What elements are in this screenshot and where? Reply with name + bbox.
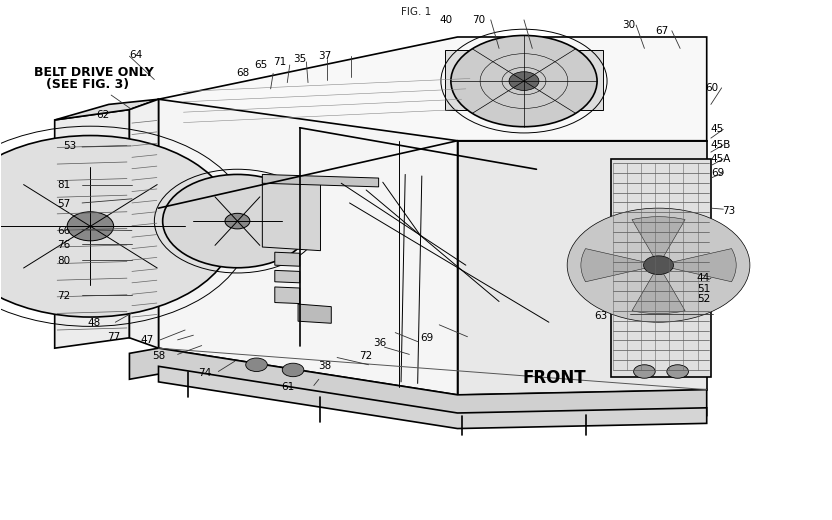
Polygon shape	[275, 252, 300, 266]
Circle shape	[644, 256, 673, 275]
Text: 69: 69	[711, 168, 724, 178]
Polygon shape	[130, 348, 706, 421]
Text: 61: 61	[281, 382, 295, 392]
Text: 72: 72	[57, 291, 71, 301]
Wedge shape	[632, 265, 685, 314]
Wedge shape	[659, 249, 736, 282]
Text: 35: 35	[293, 54, 306, 64]
Circle shape	[451, 35, 597, 127]
Circle shape	[666, 365, 688, 378]
Text: 80: 80	[57, 256, 70, 266]
Text: 67: 67	[656, 26, 668, 36]
Text: 37: 37	[318, 51, 331, 61]
Text: 63: 63	[595, 311, 608, 321]
Polygon shape	[262, 174, 379, 187]
Polygon shape	[159, 37, 706, 208]
Text: 71: 71	[273, 57, 286, 67]
Text: 65: 65	[254, 60, 267, 70]
Text: FIG. 1: FIG. 1	[401, 7, 431, 17]
Text: 38: 38	[318, 361, 331, 371]
Text: 45B: 45B	[711, 140, 731, 150]
Text: 77: 77	[107, 332, 121, 342]
Text: 74: 74	[198, 368, 211, 378]
Text: 70: 70	[473, 15, 486, 25]
Circle shape	[509, 72, 539, 90]
Polygon shape	[262, 179, 320, 251]
Text: 51: 51	[696, 283, 710, 293]
Text: 62: 62	[97, 110, 110, 120]
Text: 64: 64	[130, 50, 143, 60]
Text: 69: 69	[420, 333, 433, 343]
Circle shape	[163, 174, 312, 268]
Polygon shape	[159, 366, 706, 428]
Polygon shape	[275, 287, 300, 304]
Wedge shape	[581, 249, 659, 282]
Text: BELT DRIVE ONLY: BELT DRIVE ONLY	[34, 66, 154, 79]
Text: 66: 66	[57, 227, 71, 237]
Text: 81: 81	[57, 180, 71, 190]
Polygon shape	[130, 99, 159, 348]
Circle shape	[282, 363, 304, 376]
Circle shape	[567, 208, 750, 322]
Polygon shape	[612, 159, 711, 376]
Text: 53: 53	[63, 141, 77, 151]
Circle shape	[67, 212, 114, 241]
Polygon shape	[55, 99, 159, 120]
Polygon shape	[445, 50, 603, 110]
Text: 52: 52	[696, 294, 710, 304]
Text: 47: 47	[141, 335, 153, 345]
Text: 40: 40	[439, 15, 453, 25]
Circle shape	[634, 365, 656, 378]
Circle shape	[245, 358, 267, 371]
Circle shape	[225, 213, 250, 229]
Polygon shape	[55, 110, 130, 348]
Text: 44: 44	[696, 273, 710, 283]
Circle shape	[0, 136, 235, 317]
Text: 30: 30	[622, 20, 635, 30]
Polygon shape	[458, 141, 706, 395]
Text: 72: 72	[359, 351, 373, 361]
Text: 57: 57	[57, 199, 71, 209]
Text: 45A: 45A	[711, 154, 731, 164]
Polygon shape	[159, 99, 458, 395]
Text: 60: 60	[705, 83, 718, 93]
Text: 58: 58	[152, 351, 165, 361]
Text: 76: 76	[57, 240, 71, 251]
Polygon shape	[275, 270, 300, 283]
Text: (SEE FIG. 3): (SEE FIG. 3)	[47, 78, 130, 91]
Text: 68: 68	[235, 68, 249, 79]
Text: 48: 48	[88, 318, 102, 328]
Text: 36: 36	[373, 338, 386, 348]
Text: 45: 45	[711, 124, 724, 134]
Wedge shape	[632, 217, 685, 265]
Text: 73: 73	[721, 206, 735, 216]
Polygon shape	[298, 304, 331, 323]
Text: FRONT: FRONT	[522, 369, 586, 387]
